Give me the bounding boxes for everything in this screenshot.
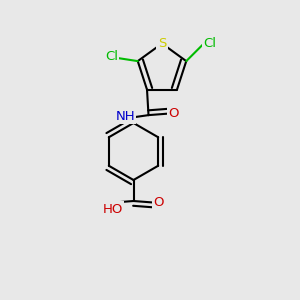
- Text: S: S: [158, 37, 166, 50]
- Text: O: O: [153, 196, 164, 209]
- Text: Cl: Cl: [105, 50, 118, 63]
- Text: HO: HO: [102, 202, 123, 216]
- Text: Cl: Cl: [203, 37, 216, 50]
- Text: NH: NH: [115, 110, 135, 123]
- Text: O: O: [168, 107, 179, 120]
